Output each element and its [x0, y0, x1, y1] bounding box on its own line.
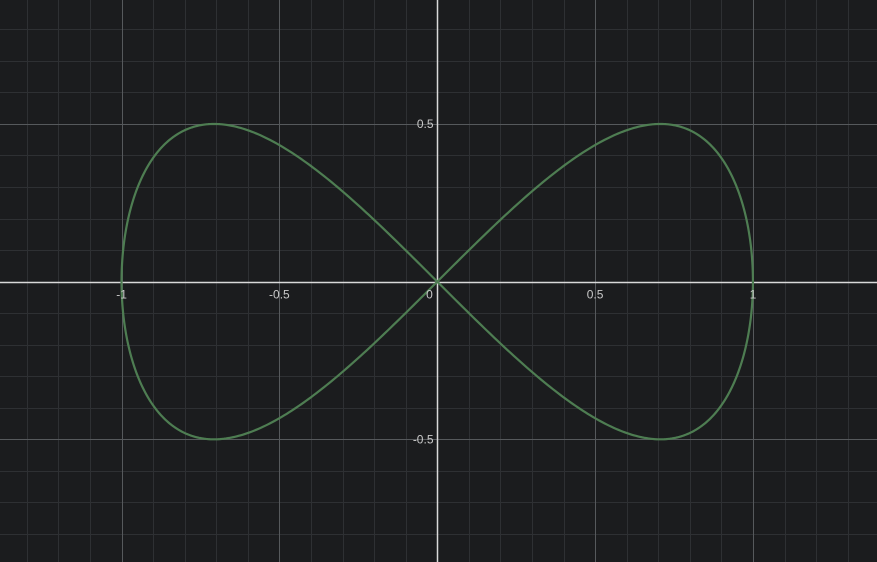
x-tick-label: -0.5 — [269, 288, 290, 302]
tick-labels: -1 -0.5 0 0.5 1 0.5 -0.5 — [116, 117, 756, 446]
x-tick-label: 1 — [750, 288, 757, 302]
x-tick-label: -1 — [116, 288, 127, 302]
x-tick-label: 0.5 — [587, 288, 604, 302]
y-tick-label: 0.5 — [417, 117, 434, 131]
curves — [120, 122, 755, 441]
x-tick-label: 0 — [426, 288, 433, 302]
curve-series-0[interactable] — [120, 122, 755, 441]
y-tick-label: -0.5 — [413, 432, 434, 446]
